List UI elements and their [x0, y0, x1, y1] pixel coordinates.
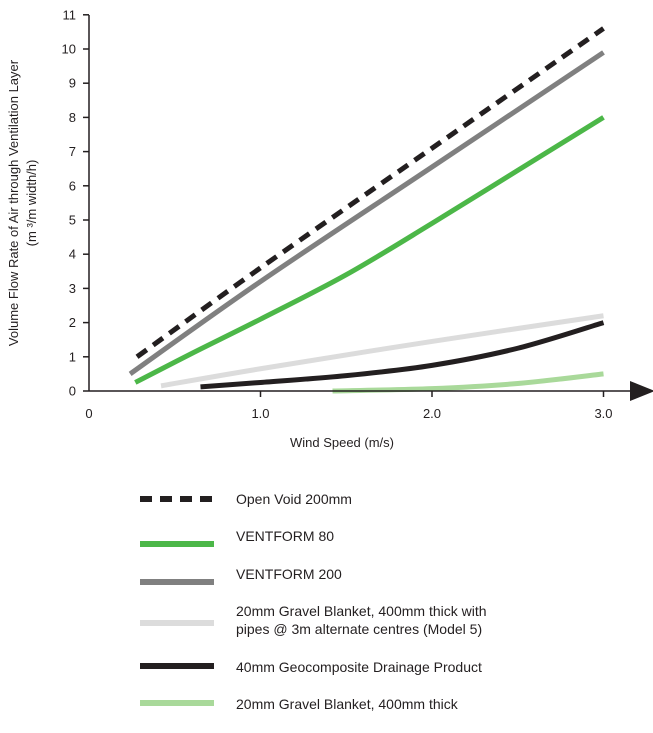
y-tick-label: 3 — [69, 281, 76, 296]
legend-item-ventform-80: VENTFORM 80 — [140, 525, 600, 565]
legend-swatch-open-void — [140, 496, 214, 502]
x-tick-label: 3.0 — [594, 406, 612, 421]
legend-item-gravel-model5: 20mm Gravel Blanket, 400mm thick with pi… — [140, 601, 600, 641]
x-axis-arrowhead — [630, 381, 653, 401]
series-line-0 — [135, 26, 605, 359]
y-tick-label: 6 — [69, 178, 76, 193]
series-line-5 — [332, 371, 604, 394]
y-tick-label: 4 — [69, 247, 76, 262]
y-tick-label: 9 — [69, 76, 76, 91]
y-tick-label: 7 — [69, 144, 76, 159]
y-tick-label: 11 — [63, 7, 77, 22]
y-tick-label: 0 — [69, 384, 76, 399]
legend-label-open-void: Open Void 200mm — [236, 491, 352, 507]
legend-swatch-geocomposite — [140, 663, 214, 669]
y-tick-label: 8 — [69, 110, 76, 125]
y-tick-label: 10 — [62, 42, 76, 57]
legend-label-gravel-model5: 20mm Gravel Blanket, 400mm thick with pi… — [236, 603, 487, 637]
legend-item-gravel-blanket: 20mm Gravel Blanket, 400mm thick — [140, 693, 600, 733]
legend-swatch-gravel-blanket — [140, 700, 214, 706]
chart: 0 1 2 3 4 5 6 7 8 9 10 11 0 1.0 2.0 3.0 Wind Speed (m/s… — [6, 7, 653, 450]
x-tick-label: 2.0 — [423, 406, 441, 421]
series-line-2 — [128, 50, 605, 376]
series-line-1 — [134, 115, 605, 385]
y-tick-label: 1 — [69, 349, 76, 364]
legend-label-gravel-blanket: 20mm Gravel Blanket, 400mm thick — [236, 696, 458, 712]
axes — [88, 15, 653, 401]
y-tick-label: 2 — [69, 315, 76, 330]
legend-label-ventform-200: VENTFORM 200 — [236, 566, 342, 582]
x-tick-label: 0 — [85, 406, 92, 421]
ticks: 0 1 2 3 4 5 6 7 8 9 10 11 0 1.0 2.0 3.0 — [62, 7, 613, 421]
x-tick-label: 1.0 — [251, 406, 269, 421]
legend-label-geocomposite: 40mm Geocomposite Drainage Product — [236, 659, 482, 675]
y-axis-unit: (m ³/m width/h) — [24, 160, 39, 247]
legend-item-ventform-200: VENTFORM 200 — [140, 564, 600, 604]
series-line-4 — [200, 320, 605, 390]
series-line-3 — [160, 313, 604, 389]
legend-swatch-ventform-80 — [140, 541, 214, 547]
legend-label-ventform-80: VENTFORM 80 — [236, 528, 335, 544]
y-tick-label: 5 — [69, 213, 76, 228]
legend-item-open-void: Open Void 200mm — [140, 487, 600, 527]
y-axis-title: Volume Flow Rate of Air through Ventilat… — [6, 59, 21, 346]
x-axis-title: Wind Speed (m/s) — [290, 435, 394, 450]
legend-item-geocomposite: 40mm Geocomposite Drainage Product — [140, 657, 600, 697]
series-layer — [128, 26, 605, 394]
legend-swatch-ventform-200 — [140, 579, 214, 585]
legend-swatch-gravel-model5 — [140, 620, 214, 626]
